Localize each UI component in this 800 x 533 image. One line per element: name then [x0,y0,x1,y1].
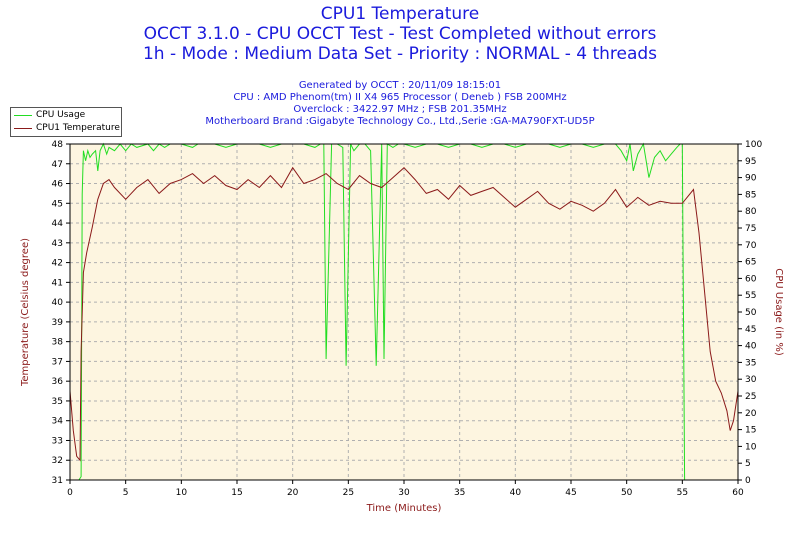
y-right-tick-label: 5 [745,459,751,469]
x-axis-label: Time (Minutes) [366,503,442,514]
y-left-tick-label: 32 [52,456,63,466]
legend-swatch-cpu1-temperature [14,128,32,129]
y-axis-right-label: CPU Usage (in %) [773,268,784,356]
y-left-tick-label: 31 [52,476,63,486]
x-tick-label: 45 [565,488,576,498]
legend-item-cpu1-temperature: CPU1 Temperature [11,122,121,134]
legend-swatch-cpu-usage [14,115,32,116]
y-left-tick-label: 36 [52,377,64,387]
y-left-tick-label: 48 [52,140,64,150]
y-left-tick-label: 41 [52,278,63,288]
x-tick-label: 5 [123,488,129,498]
y-left-tick-label: 44 [52,219,64,229]
y-right-tick-label: 35 [745,358,756,368]
y-right-tick-label: 60 [745,274,757,284]
chart-subtitle-mode: 1h - Mode : Medium Data Set - Priority :… [142,44,658,64]
x-tick-label: 25 [343,488,354,498]
y-left-tick-label: 33 [52,436,63,446]
y-left-tick-label: 37 [52,357,63,367]
y-right-tick-label: 65 [745,258,756,268]
y-right-tick-label: 85 [745,190,756,200]
series-line-cpu1-temperature [69,166,739,462]
chart-legend: CPU Usage CPU1 Temperature [10,107,122,137]
y-left-tick-label: 39 [52,318,64,328]
y-left-tick-label: 43 [52,239,63,249]
y-right-tick-label: 55 [745,291,756,301]
y-right-tick-label: 95 [745,157,756,167]
y-right-tick-label: 45 [745,325,756,335]
legend-item-cpu-usage: CPU Usage [11,109,121,121]
y-left-tick-label: 42 [52,259,63,269]
y-right-tick-label: 90 [745,174,757,184]
y-right-tick-label: 75 [745,224,756,234]
y-left-tick-label: 45 [52,199,63,209]
motherboard-info: Motherboard Brand :Gigabyte Technology C… [205,116,595,127]
x-tick-label: 40 [510,488,522,498]
x-tick-label: 50 [621,488,633,498]
chart-subtitle-test: OCCT 3.1.0 - CPU OCCT Test - Test Comple… [143,24,657,44]
y-right-tick-label: 25 [745,392,756,402]
legend-label-cpu-usage: CPU Usage [36,110,86,120]
y-right-tick-label: 80 [745,207,757,217]
y-right-tick-label: 100 [745,140,762,150]
y-left-tick-label: 47 [52,160,63,170]
y-axis-left-label: Temperature (Celsius degree) [20,238,31,387]
x-tick-label: 15 [231,488,242,498]
cpu-info: CPU : AMD Phenom(tm) II X4 965 Processor… [233,92,567,103]
x-tick-label: 20 [287,488,299,498]
y-right-tick-label: 40 [745,342,757,352]
y-left-tick-label: 34 [52,417,64,427]
x-tick-label: 10 [176,488,188,498]
y-right-tick-label: 10 [745,442,757,452]
y-left-tick-label: 35 [52,397,63,407]
y-right-tick-label: 20 [745,409,757,419]
y-right-tick-label: 70 [745,241,757,251]
generated-info: Generated by OCCT : 20/11/09 18:15:01 [298,80,502,91]
y-right-tick-label: 50 [745,308,757,318]
overclock-info: Overclock : 3422.97 MHz ; FSB 201.35MHz [293,104,507,115]
x-tick-label: 35 [454,488,465,498]
x-tick-label: 55 [677,488,688,498]
chart-title: CPU1 Temperature [320,4,480,24]
y-left-tick-label: 46 [52,180,64,190]
x-tick-label: 30 [398,488,410,498]
y-right-tick-label: 30 [745,375,757,385]
y-left-tick-label: 40 [52,298,64,308]
x-tick-label: 60 [732,488,744,498]
y-right-tick-label: 0 [745,476,751,486]
legend-label-cpu1-temperature: CPU1 Temperature [36,123,120,133]
x-tick-label: 0 [67,488,73,498]
y-left-tick-label: 38 [52,338,64,348]
y-right-tick-label: 15 [745,426,756,436]
